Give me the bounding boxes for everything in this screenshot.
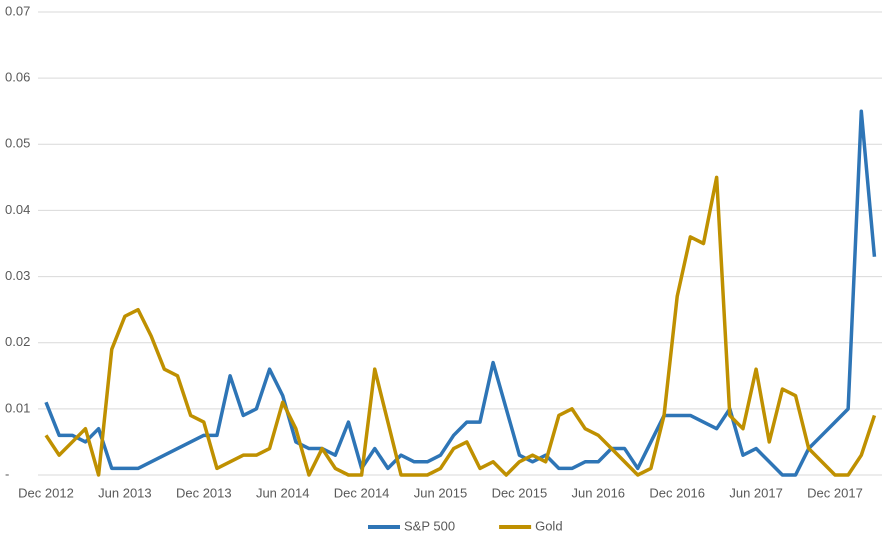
x-tick-label: Jun 2017 [729,485,783,500]
x-tick-label: Dec 2013 [176,485,232,500]
x-tick-label: Dec 2017 [807,485,863,500]
y-tick-label: 0.01 [5,400,30,415]
x-tick-label: Jun 2015 [414,485,468,500]
x-tick-label: Jun 2014 [256,485,310,500]
legend-label: Gold [535,518,562,533]
y-tick-label: 0.02 [5,334,30,349]
y-tick-label: 0.07 [5,3,30,18]
series-line [44,109,877,477]
x-tick-label: Dec 2012 [18,485,74,500]
series-line [44,175,877,477]
x-tick-label: Jun 2016 [572,485,626,500]
y-tick-label: 0.06 [5,70,30,85]
x-tick-label: Dec 2015 [492,485,548,500]
x-tick-label: Jun 2013 [98,485,152,500]
y-tick-label: 0.04 [5,202,30,217]
legend-label: S&P 500 [404,518,455,533]
y-tick-label: - [5,466,9,481]
x-tick-label: Dec 2016 [649,485,705,500]
y-tick-label: 0.05 [5,136,30,151]
x-tick-label: Dec 2014 [334,485,390,500]
y-tick-label: 0.03 [5,268,30,283]
